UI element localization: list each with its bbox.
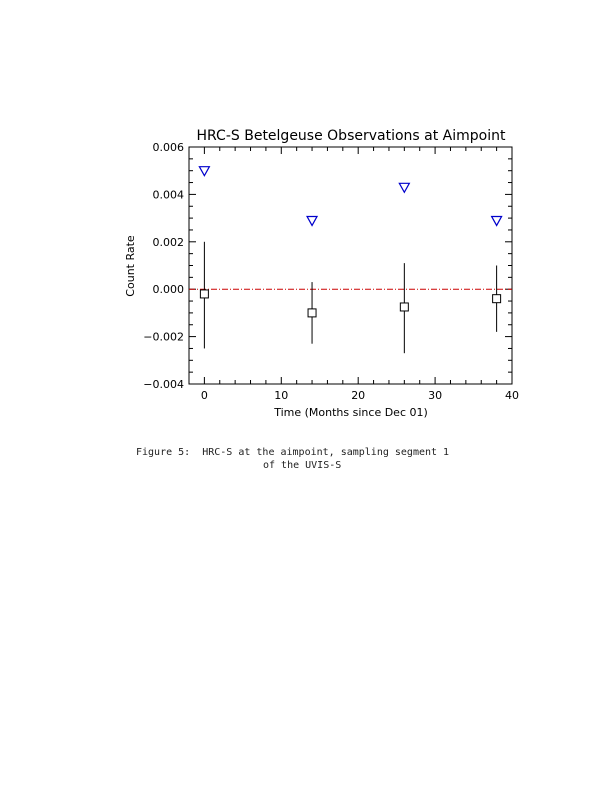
data-point-triangle	[306, 215, 319, 227]
chart: HRC-S Betelgeuse Observations at Aimpoin…	[124, 128, 519, 419]
y-tick-label: 0.004	[153, 188, 185, 201]
y-tick-label: 0.000	[153, 283, 185, 296]
data-point-square	[399, 302, 409, 312]
x-tick-label: 20	[351, 389, 365, 402]
data-point-square	[199, 289, 209, 299]
caption-line-1: Figure 5: HRC-S at the aimpoint, samplin…	[136, 447, 450, 458]
y-axis-label: Count Rate	[124, 235, 137, 297]
data-point-triangle	[398, 182, 411, 194]
data-point-square	[307, 308, 317, 318]
figure-caption: Figure 5: HRC-S at the aimpoint, samplin…	[136, 446, 496, 472]
data-point-triangle	[198, 166, 211, 177]
axis-ticks: 0 10 20 30 40 −0.004 −0.002 0.000 0.002 0.004 0.00…	[143, 141, 519, 402]
caption-line-2: of the UVIS-S	[263, 460, 342, 471]
data-point-triangle	[490, 215, 503, 227]
chart-marks	[189, 166, 512, 354]
chart-title: HRC-S Betelgeuse Observations at Aimpoin…	[197, 128, 506, 144]
x-tick-label: 10	[274, 389, 288, 402]
x-tick-label: 0	[201, 389, 208, 402]
y-tick-label: 0.006	[153, 141, 185, 154]
x-axis-label: Time (Months since Dec 01)	[273, 406, 428, 419]
y-tick-label: −0.002	[143, 331, 184, 344]
plot-frame	[188, 146, 513, 385]
x-tick-label: 40	[505, 389, 519, 402]
y-tick-label: 0.002	[153, 236, 185, 249]
y-tick-label: −0.004	[143, 378, 184, 391]
data-point-square	[492, 294, 502, 304]
x-tick-label: 30	[428, 389, 442, 402]
